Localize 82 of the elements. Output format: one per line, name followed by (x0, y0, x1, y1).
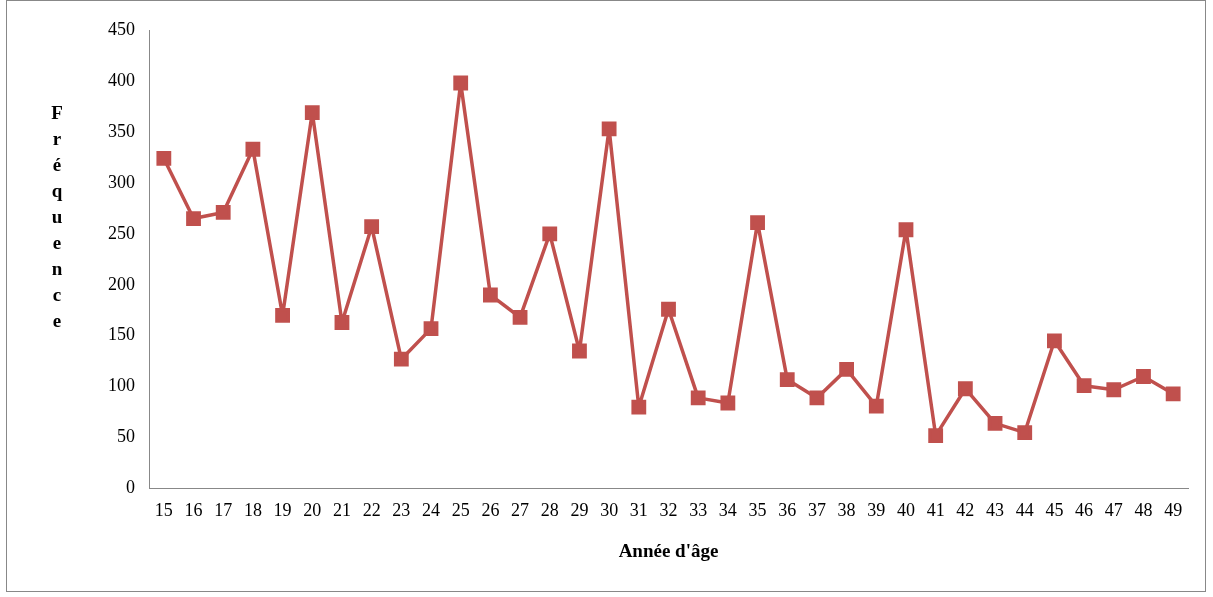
point (868, 398, 884, 414)
x-tick-label: 39 (867, 500, 886, 521)
x-tick-label: 35 (748, 500, 767, 521)
point (1106, 382, 1122, 398)
x-tick-label: 25 (451, 500, 470, 521)
x-tick-label: 37 (807, 500, 826, 521)
y-tick-label: 200 (108, 273, 135, 294)
point (245, 141, 261, 157)
text: Fréquence (51, 102, 63, 331)
point (839, 361, 855, 377)
point (482, 287, 498, 303)
y-tick-label: 400 (108, 69, 135, 90)
point (661, 301, 676, 317)
point (957, 381, 973, 397)
x-tick-label: 43 (986, 500, 1005, 521)
x-tick-label: 22 (362, 500, 381, 521)
point (572, 343, 587, 359)
point (423, 321, 439, 337)
point (631, 399, 647, 415)
point (364, 219, 380, 235)
x-tick-label: 27 (511, 500, 530, 521)
point (987, 415, 1003, 431)
x-tick-label: 28 (540, 500, 559, 521)
x-tick-label: 42 (956, 500, 975, 521)
point (334, 315, 350, 330)
point (690, 390, 706, 406)
x-tick-label: 24 (422, 500, 441, 521)
x-tick-label: 23 (392, 500, 411, 521)
x-tick-label: 46 (1075, 500, 1094, 521)
point (512, 309, 528, 325)
x-tick-label: 29 (570, 500, 589, 521)
x-tick-label: 33 (689, 500, 708, 521)
y-tick-label: 300 (108, 171, 135, 192)
y-tick-label: 100 (108, 375, 135, 396)
x-tick-label: 41 (926, 500, 945, 521)
x-tick-label: 16 (184, 500, 203, 521)
x-tick-label: 18 (243, 500, 262, 521)
x-tick-label: 44 (1015, 500, 1034, 521)
point (453, 75, 469, 91)
point (215, 205, 231, 220)
x-tick-label: 48 (1134, 500, 1153, 521)
point (720, 395, 736, 411)
x-tick-label: 34 (718, 500, 737, 521)
x-tick-label: 30 (600, 500, 619, 521)
point (393, 351, 409, 367)
x-tick-label: 15 (154, 500, 173, 521)
x-tick-label: 38 (837, 500, 856, 521)
x-tick-label: 49 (1164, 500, 1183, 521)
point (1017, 425, 1033, 440)
x-tick-label: 26 (481, 500, 500, 521)
y-tick-label: 450 (108, 18, 135, 39)
point (809, 390, 825, 406)
x-tick-label: 40 (896, 500, 915, 521)
point (928, 428, 944, 444)
point (156, 151, 172, 166)
x-axis-title: Année d'âge (618, 539, 719, 561)
point (750, 215, 765, 231)
point (1136, 369, 1151, 384)
x-tick-label: 19 (273, 500, 292, 521)
x-tick-label: 21 (332, 500, 351, 521)
point (542, 226, 558, 242)
x-tick-label: 47 (1104, 500, 1123, 521)
y-tick-label: 50 (117, 426, 135, 447)
y-tick-label: 150 (108, 324, 135, 345)
y-tick-label: 0 (126, 477, 135, 498)
point (304, 105, 320, 120)
x-tick-label: 17 (214, 500, 233, 521)
point (779, 372, 795, 387)
point (275, 307, 290, 323)
x-tick-label: 36 (778, 500, 797, 521)
y-tick-label: 250 (108, 222, 135, 243)
point (1165, 386, 1181, 402)
point (1076, 378, 1092, 394)
y-tick-label: 350 (108, 120, 135, 141)
point (186, 211, 201, 226)
x-tick-label: 45 (1045, 500, 1064, 521)
x-tick-label: 31 (629, 500, 648, 521)
point (601, 121, 617, 137)
point (1047, 333, 1062, 349)
point (898, 222, 914, 238)
x-tick-label: 20 (303, 500, 322, 521)
x-tick-label: 32 (659, 500, 678, 521)
